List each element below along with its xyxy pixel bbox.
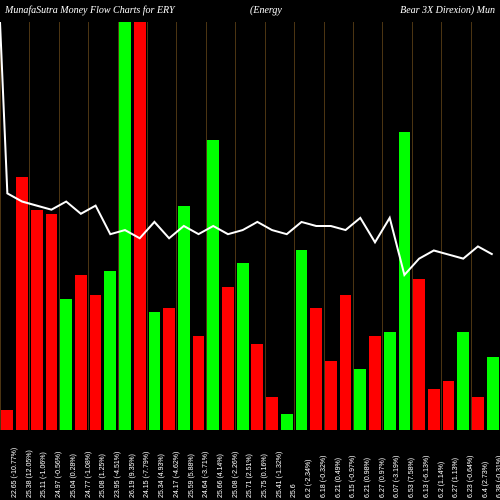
x-label: 6.23 (-0.64%) <box>467 456 474 498</box>
x-label: 24.64 (-3.71%) <box>202 452 209 498</box>
x-label: 6.2 (-2.34%) <box>305 459 312 498</box>
money-flow-chart <box>0 22 500 430</box>
x-label: 25.6 <box>290 484 297 498</box>
x-label: 6.4 (2.73%) <box>482 462 489 498</box>
x-label: 6.07 (-3.19%) <box>393 456 400 498</box>
x-label: 22.65 (-10.77%) <box>11 448 18 498</box>
x-label: 25.08 (-2.26%) <box>232 452 239 498</box>
title-right: Bear 3X Direxion) Mun <box>400 5 495 16</box>
x-label: 24.15 (-7.79%) <box>143 452 150 498</box>
x-label: 6.21 (0.49%) <box>335 458 342 498</box>
x-label: 6.27 (1.13%) <box>452 458 459 498</box>
x-label: 6.18 (-0.32%) <box>320 456 327 498</box>
x-label: 25.11 (-1.06%) <box>40 452 47 498</box>
x-label: 25.66 (4.14%) <box>217 454 224 498</box>
x-label: 6.27 (0.97%) <box>379 458 386 498</box>
x-label: 6.2 (1.14%) <box>438 462 445 498</box>
x-label: 6.15 (-0.97%) <box>349 456 356 498</box>
x-label: 25.34 (4.93%) <box>158 454 165 498</box>
x-label: 24.77 (-1.08%) <box>85 452 92 498</box>
x-label: 24.17 (-4.62%) <box>173 452 180 498</box>
x-axis-labels: 22.65 (-10.77%) 25.38 (12.05%) 25.11 (-1.0… <box>0 430 500 500</box>
x-label: 25.08 (1.25%) <box>99 454 106 498</box>
x-label: 25.71 (2.51%) <box>246 454 253 498</box>
x-label: 24.97 (-0.56%) <box>55 452 62 498</box>
title-left: MunafaSutra Money Flow Charts for ERY <box>5 5 175 16</box>
x-label: 25.59 (5.88%) <box>188 454 195 498</box>
x-label: 25.04 (0.28%) <box>70 454 77 498</box>
trend-line <box>0 22 500 430</box>
x-label: 25.75 (0.16%) <box>261 454 268 498</box>
x-label: 6.13 (-6.13%) <box>423 456 430 498</box>
x-label: 6.53 (7.58%) <box>408 458 415 498</box>
x-label: 26.19 (9.35%) <box>129 454 136 498</box>
x-label: 25.41 (-1.32%) <box>276 452 283 498</box>
title-mid: (Energy <box>250 5 282 16</box>
x-label: 6.38 (-0.31%) <box>496 456 500 498</box>
x-label: 23.95 (-4.51%) <box>114 452 121 498</box>
x-label: 6.21 (0.98%) <box>364 458 371 498</box>
x-label: 25.38 (12.05%) <box>26 450 33 498</box>
